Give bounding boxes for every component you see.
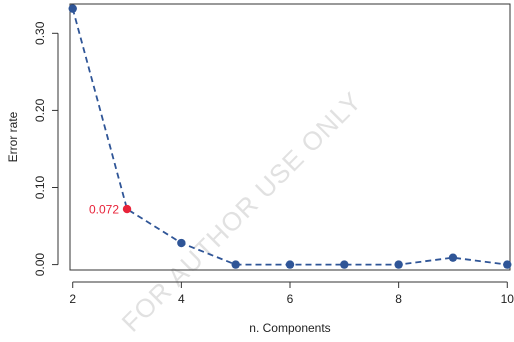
x-tick-label: 2 bbox=[69, 292, 76, 306]
x-axis-title: n. Components bbox=[249, 321, 330, 335]
x-tick-label: 6 bbox=[287, 292, 294, 306]
x-tick-label: 4 bbox=[178, 292, 185, 306]
data-point bbox=[285, 260, 295, 269]
y-tick-label: 0.30 bbox=[33, 21, 47, 45]
data-point bbox=[177, 238, 186, 248]
data-point bbox=[68, 4, 77, 13]
x-tick-label: 8 bbox=[395, 292, 402, 306]
highlight-label: 0.072 bbox=[89, 203, 119, 217]
highlight-point bbox=[122, 204, 132, 214]
series-layer: 0.072 bbox=[68, 4, 512, 269]
data-point bbox=[503, 260, 512, 269]
watermark-text: FOR AUTHOR USE ONLY bbox=[116, 86, 368, 338]
data-point bbox=[394, 260, 403, 269]
series-line bbox=[71, 8, 508, 266]
watermark: FOR AUTHOR USE ONLY bbox=[116, 86, 368, 338]
y-tick-label: 0.00 bbox=[33, 253, 47, 277]
data-point bbox=[231, 260, 240, 269]
y-axis-title: Error rate bbox=[6, 111, 20, 162]
y-tick-label: 0.20 bbox=[33, 98, 47, 122]
data-point bbox=[340, 260, 349, 269]
data-point bbox=[448, 253, 458, 262]
axes: 2 4 6 8 10 0.00 0.10 0.20 0.30 bbox=[33, 21, 514, 306]
plot-frame bbox=[69, 3, 511, 271]
x-tick-label: 10 bbox=[501, 292, 514, 306]
y-tick-label: 0.10 bbox=[33, 175, 47, 199]
